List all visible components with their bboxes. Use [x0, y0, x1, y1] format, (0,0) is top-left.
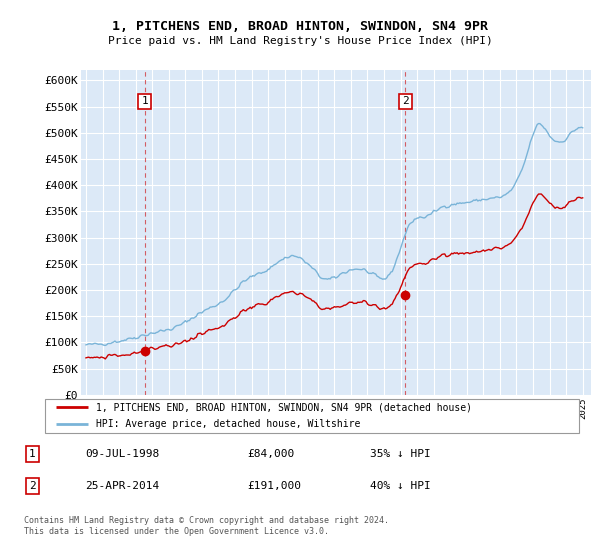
- Text: 1, PITCHENS END, BROAD HINTON, SWINDON, SN4 9PR: 1, PITCHENS END, BROAD HINTON, SWINDON, …: [112, 20, 488, 32]
- Text: 25-APR-2014: 25-APR-2014: [85, 481, 160, 491]
- Text: Contains HM Land Registry data © Crown copyright and database right 2024.
This d: Contains HM Land Registry data © Crown c…: [24, 516, 389, 536]
- Text: £191,000: £191,000: [247, 481, 301, 491]
- Text: 40% ↓ HPI: 40% ↓ HPI: [370, 481, 431, 491]
- Text: Price paid vs. HM Land Registry's House Price Index (HPI): Price paid vs. HM Land Registry's House …: [107, 36, 493, 46]
- Text: 2: 2: [402, 96, 409, 106]
- FancyBboxPatch shape: [45, 399, 580, 432]
- Text: 1: 1: [141, 96, 148, 106]
- Text: 1: 1: [29, 449, 36, 459]
- Text: 2: 2: [29, 481, 36, 491]
- Text: 09-JUL-1998: 09-JUL-1998: [85, 449, 160, 459]
- Text: 1, PITCHENS END, BROAD HINTON, SWINDON, SN4 9PR (detached house): 1, PITCHENS END, BROAD HINTON, SWINDON, …: [96, 403, 472, 412]
- Text: HPI: Average price, detached house, Wiltshire: HPI: Average price, detached house, Wilt…: [96, 419, 361, 429]
- Text: £84,000: £84,000: [247, 449, 295, 459]
- Text: 35% ↓ HPI: 35% ↓ HPI: [370, 449, 431, 459]
